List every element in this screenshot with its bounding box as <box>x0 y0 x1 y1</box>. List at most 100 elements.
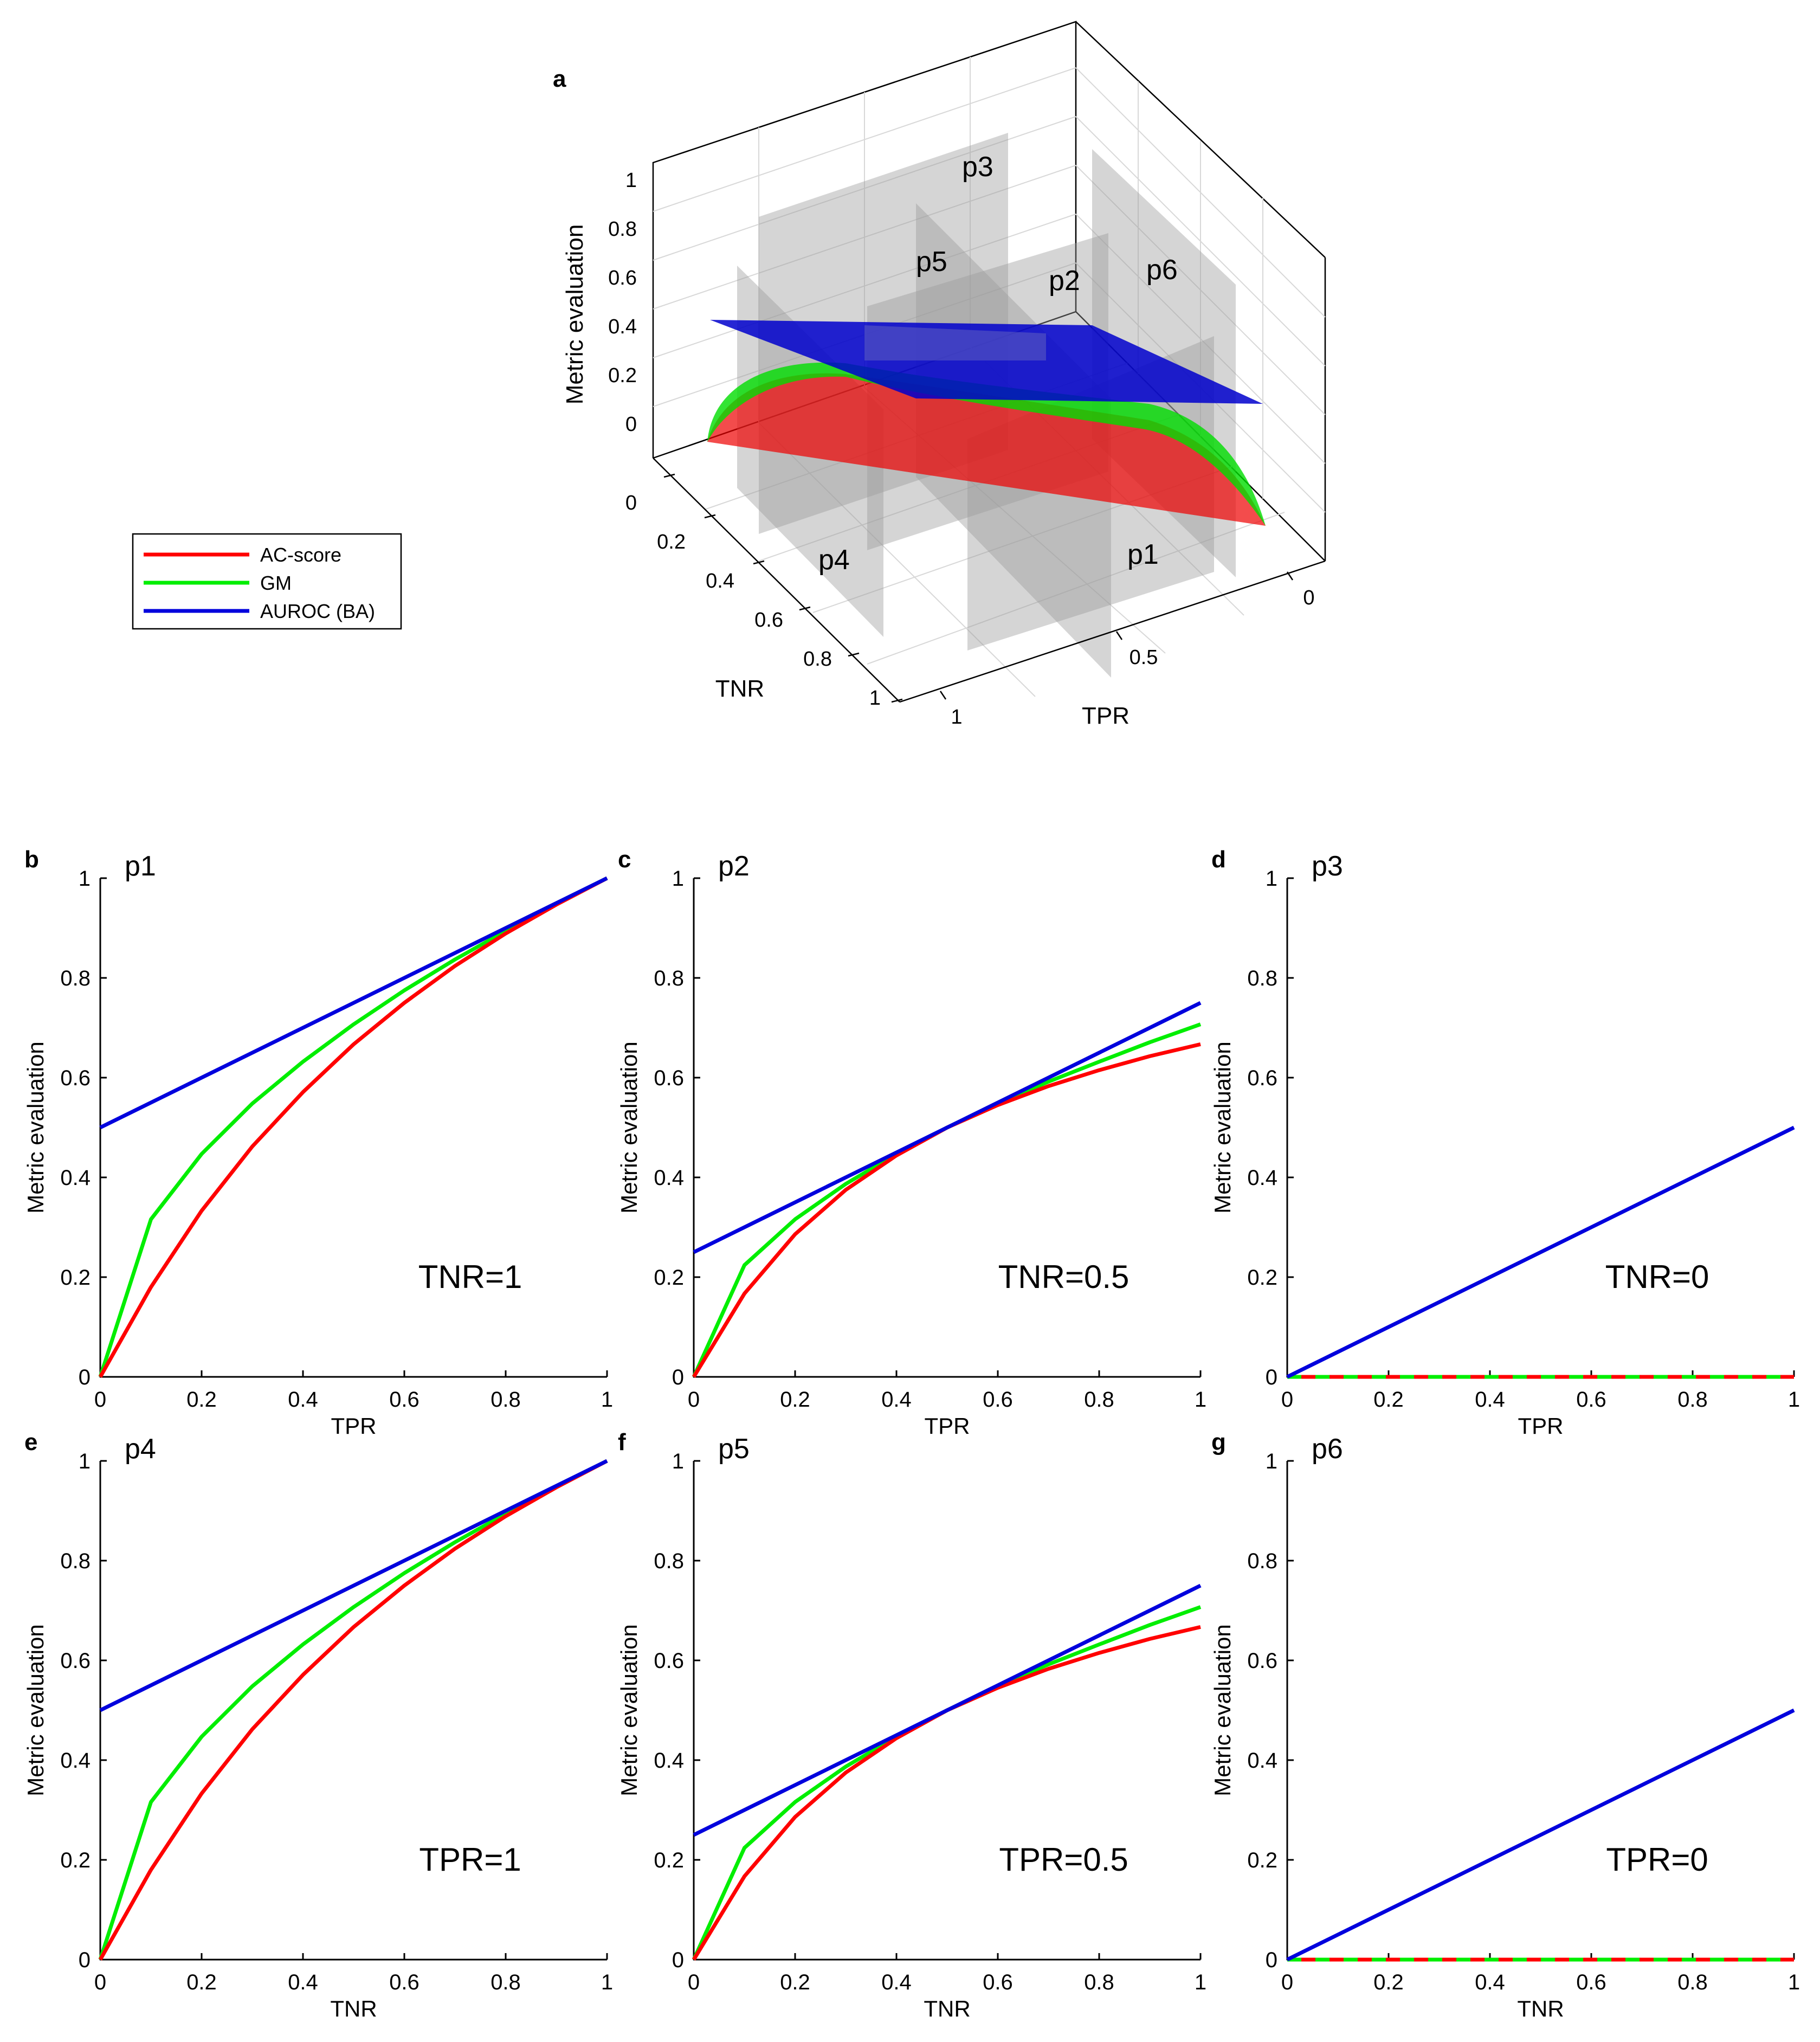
panel-letter-c: c <box>618 846 631 873</box>
y-tick-label: 1 <box>79 867 91 891</box>
series-line-gm <box>692 1022 1202 1378</box>
tpr-tick-label: 0 <box>1303 587 1314 609</box>
x-axis-label: TPR <box>331 1413 377 1439</box>
y-tick-label: 0 <box>1266 1948 1277 1972</box>
x-tick-label: 1 <box>601 1388 613 1412</box>
annotation-fixed-value: TNR=1 <box>418 1259 522 1295</box>
y-axis-label: Metric evaluation <box>23 1041 48 1213</box>
x-tick-label: 0 <box>1281 1388 1293 1412</box>
series-line-auroc-ba <box>693 1583 1202 1837</box>
z-tick-labels: 0 0.2 0.4 0.6 0.8 1 <box>608 169 637 436</box>
legend-label: AUROC (BA) <box>260 600 375 622</box>
series-line-gm <box>98 876 608 1378</box>
y-tick-label: 0.2 <box>60 1266 91 1290</box>
x-tick-label: 0.2 <box>1373 1970 1404 1994</box>
tnr-tick-label: 0.6 <box>754 609 783 632</box>
x-tick-label: 1 <box>1195 1970 1206 1994</box>
panel-g: g p6 0 0.2 0.4 0.6 0.8 1 0 0.2 0.4 0.6 0.8 1 TNR Metric… <box>1210 1429 1800 2021</box>
y-tick-label: 0.4 <box>1247 1166 1277 1190</box>
x-tick-label: 1 <box>1788 1388 1800 1412</box>
tnr-tick-label: 1 <box>869 687 881 710</box>
y-axis-label: Metric evaluation <box>616 1624 642 1796</box>
x-tick-label: 0.6 <box>983 1388 1013 1412</box>
z-tick-label: 0.6 <box>608 267 637 289</box>
surface-gm <box>707 362 1266 526</box>
y-tick-label: 1 <box>672 867 684 891</box>
y-axis-label: Metric evaluation <box>1210 1041 1235 1213</box>
x-tick-label: 0.8 <box>491 1970 521 1994</box>
tnr-tick-label: 0.4 <box>706 570 734 592</box>
plane-name-p2: p2 <box>718 851 750 882</box>
tick-marks <box>663 473 1294 703</box>
series-line-ac-score <box>692 1042 1201 1378</box>
y-tick-label: 0 <box>672 1948 684 1972</box>
x-tick-label: 0 <box>1281 1970 1293 1994</box>
x-tick-label: 0.8 <box>1084 1388 1114 1412</box>
series-line-auroc-ba <box>1286 1125 1795 1379</box>
tnr-tick-label: 0 <box>625 492 637 514</box>
x-axis-label: TNR <box>1517 1996 1564 2021</box>
x-tick-label: 0.6 <box>1576 1388 1606 1412</box>
x-tick-label: 0.2 <box>186 1970 217 1994</box>
y-axis-label: Metric evaluation <box>616 1041 642 1213</box>
y-tick-label: 0 <box>79 1948 91 1972</box>
panel-letter-g: g <box>1211 1429 1226 1455</box>
plane-name-p1: p1 <box>125 851 156 882</box>
series-line-auroc-ba <box>693 1001 1202 1254</box>
tpr-axis-line <box>899 560 1326 703</box>
plane-label-p4: p4 <box>818 544 850 576</box>
panel-e: e p4 0 0.2 0.4 0.6 0.8 1 0 0.2 0.4 0.6 0.8 1 TNR Metric… <box>23 1429 613 2021</box>
panel-letter-f: f <box>618 1429 626 1455</box>
x-tick-label: 0.6 <box>1576 1970 1606 1994</box>
plane-name-p6: p6 <box>1312 1433 1343 1465</box>
y-tick-label: 0.2 <box>1247 1848 1277 1872</box>
surface-ac-score <box>707 373 1266 526</box>
y-tick-label: 0.2 <box>60 1848 91 1872</box>
panel-f: f p5 0 0.2 0.4 0.6 0.8 1 0 0.2 0.4 0.6 0.8 1 TNR Metric… <box>616 1429 1206 2021</box>
x-tick-label: 1 <box>1195 1388 1206 1412</box>
annotation-fixed-value: TNR=0.5 <box>998 1259 1130 1295</box>
tpr-tick-label: 1 <box>951 706 962 729</box>
plane-label-p3: p3 <box>962 151 993 183</box>
y-tick-label: 0.2 <box>654 1266 684 1290</box>
tnr-label-3d: TNR <box>715 675 764 702</box>
x-axis-label: TNR <box>330 1996 377 2021</box>
panel-c: c p2 0 0.2 0.4 0.6 0.8 1 0 0.2 0.4 0.6 0.8 1 TPR Metric… <box>616 846 1206 1439</box>
tpr-label-3d: TPR <box>1082 703 1130 729</box>
y-tick-label: 0.8 <box>1247 967 1277 990</box>
plane-label-p1: p1 <box>1127 539 1159 570</box>
plane-name-p3: p3 <box>1312 851 1343 882</box>
x-tick-label: 0 <box>688 1970 700 1994</box>
annotation-fixed-value: TPR=0.5 <box>999 1841 1128 1878</box>
panel-d: d p3 0 0.2 0.4 0.6 0.8 1 0 0.2 0.4 0.6 0.8 1 TPR Metric… <box>1210 846 1800 1439</box>
plane-name-p4: p4 <box>125 1433 156 1465</box>
x-tick-label: 1 <box>1788 1970 1800 1994</box>
x-tick-label: 0.6 <box>389 1970 419 1994</box>
tnr-tick-labels: 0 0.2 0.4 0.6 0.8 1 <box>625 492 881 710</box>
y-tick-label: 0 <box>79 1365 91 1389</box>
y-tick-label: 0.6 <box>60 1649 91 1673</box>
x-tick-label: 0.2 <box>186 1388 217 1412</box>
y-tick-label: 0.6 <box>60 1066 91 1090</box>
front-axes <box>653 458 1326 703</box>
x-tick-label: 0.8 <box>1677 1388 1708 1412</box>
z-tick-label: 1 <box>625 169 637 192</box>
series-line-gm <box>692 1605 1202 1961</box>
series-line-auroc-ba <box>99 876 608 1130</box>
y-tick-label: 0.8 <box>1247 1549 1277 1573</box>
y-tick-label: 0.4 <box>654 1166 684 1190</box>
y-tick-label: 0.4 <box>1247 1749 1277 1773</box>
series-line-auroc-ba <box>99 1459 608 1712</box>
y-tick-label: 0.4 <box>60 1166 91 1190</box>
panel-letter-d: d <box>1211 846 1226 873</box>
y-tick-label: 0.8 <box>654 1549 684 1573</box>
y-tick-label: 0.6 <box>654 1066 684 1090</box>
annotation-fixed-value: TPR=0 <box>1606 1841 1708 1878</box>
tnr-axis-line <box>653 458 900 703</box>
x-tick-label: 0.4 <box>288 1388 318 1412</box>
y-axis-label: Metric evaluation <box>23 1624 48 1796</box>
legend-label: GM <box>260 572 292 594</box>
annotation-fixed-value: TNR=0 <box>1605 1259 1709 1295</box>
tpr-tick-label: 0.5 <box>1130 646 1158 669</box>
series-line-gm <box>98 1459 608 1961</box>
